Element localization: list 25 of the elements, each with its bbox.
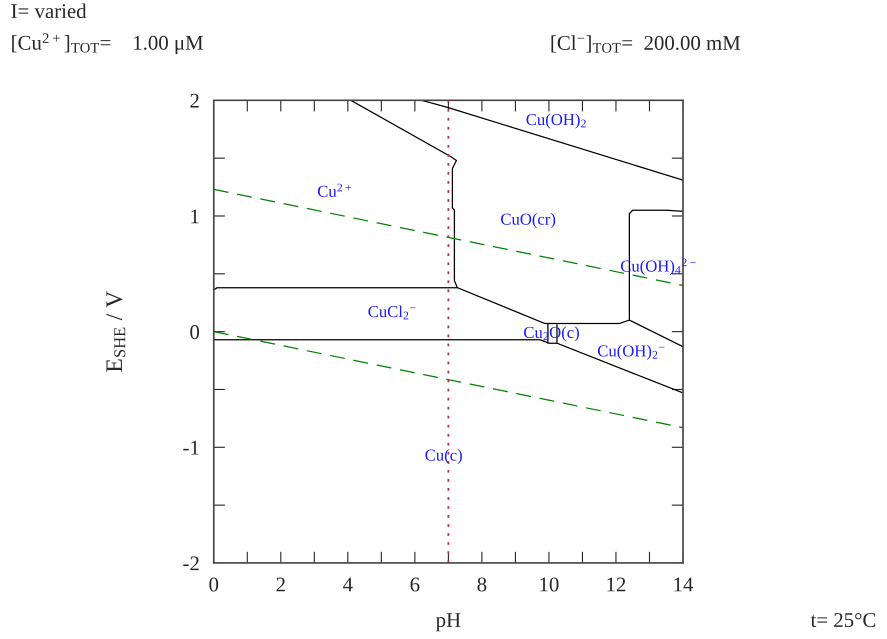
x-tick-label: 14 <box>674 578 694 592</box>
y-axis-title: E$_{SHE}$ / V <box>106 291 126 372</box>
x-tick-label: 10 <box>540 577 559 592</box>
x-tick-label: 2 <box>276 578 285 592</box>
y-tick-label: 2 <box>190 94 199 108</box>
text: t= 25°C <box>810 613 876 628</box>
y-tick-label: -1 <box>183 440 199 455</box>
y-tick-label: -2 <box>183 556 199 570</box>
annotation: Cu$^{2+}$ <box>318 184 351 197</box>
text: I= varied <box>11 3 86 18</box>
annotation: CuO(cr) <box>501 213 556 228</box>
x-tick-label: 8 <box>477 577 486 592</box>
y-tick-label: 0 <box>190 325 200 340</box>
x-tick-label: 0 <box>209 577 218 592</box>
annotation: Cu(c) <box>425 448 462 464</box>
text: [Cl$^{−}$]$_{TOT}$= 200.00 mM <box>551 35 740 53</box>
annotation: CuCl$_{2}$$^{−}$ <box>368 305 416 320</box>
y-tick-label: 1 <box>191 209 199 224</box>
text: [Cu$^{2+}$]$_{TOT}$= 1.00 μM <box>12 33 203 54</box>
x-axis-title: pH <box>436 613 460 632</box>
annotation: Cu(OH)$_{2}$$^{−}$ <box>598 344 664 360</box>
x-tick-label: 12 <box>607 578 626 592</box>
x-tick-label: 4 <box>343 578 353 592</box>
annotation: Cu(OH)$_{2}$ <box>526 113 586 129</box>
x-tick-label: 6 <box>410 578 420 592</box>
